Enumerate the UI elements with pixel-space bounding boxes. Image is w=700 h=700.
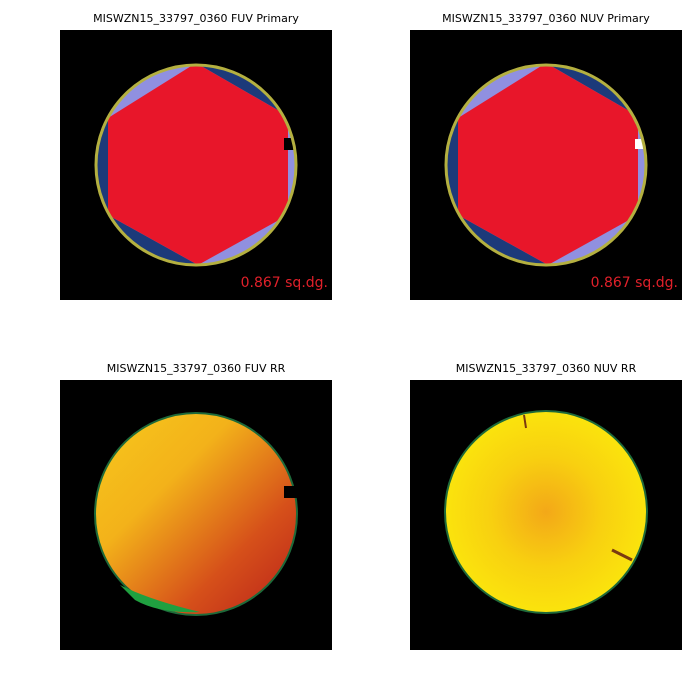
detector-image (94, 412, 298, 616)
panel: MISWZN15_33797_0360 NUV RR (410, 362, 682, 650)
detector-edge (444, 63, 648, 267)
panel-title: MISWZN15_33797_0360 FUV RR (107, 362, 286, 375)
panel: MISWZN15_33797_0360 FUV RR (60, 362, 332, 650)
panel: MISWZN15_33797_0360 NUV Primary 0.867 sq… (410, 12, 682, 300)
mask (284, 486, 300, 498)
streak (523, 414, 527, 429)
panel: MISWZN15_33797_0360 FUV Primary 0.867 sq… (60, 12, 332, 300)
detector-edge (94, 63, 298, 267)
panel-title: MISWZN15_33797_0360 NUV RR (456, 362, 637, 375)
panel-title: MISWZN15_33797_0360 FUV Primary (93, 12, 299, 25)
area-label: 0.867 sq.dg. (241, 275, 328, 291)
edge-feature (120, 585, 200, 613)
panel-title: MISWZN15_33797_0360 NUV Primary (442, 12, 650, 25)
area-label: 0.867 sq.dg. (591, 275, 678, 291)
streak (611, 548, 633, 562)
detector-image (444, 410, 648, 614)
